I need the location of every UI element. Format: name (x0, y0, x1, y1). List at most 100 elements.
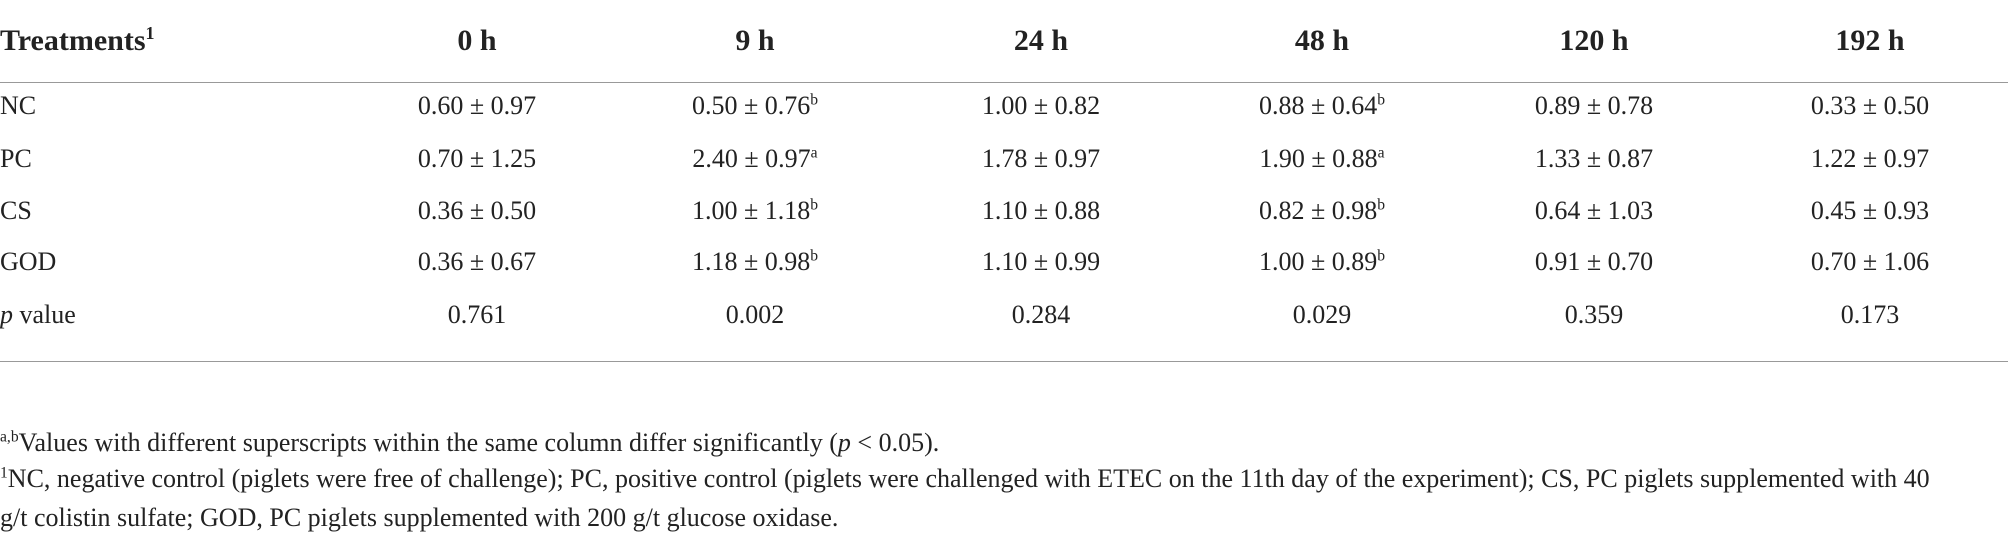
text: 1.00 ± 0.89 (1258, 247, 1378, 276)
table-cell: 1.18 ± 0.98b (692, 247, 818, 277)
text: 1.33 ± 0.87 (1534, 144, 1654, 173)
text: 0.88 ± 0.64 (1258, 91, 1378, 120)
text: 120 h (1559, 24, 1629, 57)
text: 0.36 ± 0.67 (417, 247, 537, 276)
text: value (19, 300, 76, 329)
table-cell: 0.91 ± 0.70 (1535, 247, 1653, 277)
text: PC (0, 144, 32, 173)
table-cell: 1.33 ± 0.87 (1535, 144, 1653, 174)
text: 9 h (735, 24, 775, 57)
text: 0.029 (1292, 300, 1352, 329)
superscript: 1 (0, 464, 8, 482)
text: 0.33 ± 0.50 (1810, 91, 1930, 120)
table-cell: 0.173 (1841, 300, 1900, 330)
italic-text: p (837, 428, 851, 457)
text: 0.60 ± 0.97 (417, 91, 537, 120)
superscript: b (1377, 196, 1386, 214)
text: 1.00 ± 0.82 (981, 91, 1101, 120)
table-cell: 0.761 (448, 300, 507, 330)
table-cell: 1.10 ± 0.99 (982, 247, 1100, 277)
text: 0.359 (1564, 300, 1624, 329)
bottom-rule (0, 361, 2008, 362)
header-cell: Treatments1 (0, 23, 155, 57)
header-rule (0, 82, 2008, 83)
text: 0.173 (1840, 300, 1900, 329)
text: Treatments (0, 24, 146, 57)
table-cell: 0.029 (1293, 300, 1352, 330)
text: 1.90 ± 0.88 (1259, 144, 1378, 173)
text: 0.91 ± 0.70 (1534, 247, 1654, 276)
table-cell: GOD (0, 247, 56, 277)
text: 0.70 ± 1.06 (1810, 247, 1930, 276)
text: GOD (0, 247, 57, 276)
text: NC (0, 91, 37, 120)
header-cell: 48 h (1295, 26, 1349, 56)
superscript: 1 (145, 23, 155, 44)
table-cell: 1.00 ± 1.18b (692, 196, 818, 226)
table-cell: 2.40 ± 0.97a (692, 144, 817, 174)
italic-text: p (0, 300, 13, 329)
table-cell: 0.60 ± 0.97 (418, 91, 536, 121)
text: 0.70 ± 1.25 (417, 144, 537, 173)
footnote: 1NC, negative control (piglets were free… (0, 459, 1950, 537)
text: 192 h (1835, 24, 1905, 57)
footnote: a,bValues with different superscripts wi… (0, 423, 1950, 462)
superscript: b (1377, 91, 1386, 109)
superscript: a,b (0, 428, 19, 446)
table-cell: 0.36 ± 0.50 (418, 196, 536, 226)
table-cell: 0.50 ± 0.76b (692, 91, 818, 121)
text: 0.82 ± 0.98 (1258, 196, 1378, 225)
text: 1.10 ± 0.99 (981, 247, 1101, 276)
text: 0.45 ± 0.93 (1810, 196, 1930, 225)
text: 0.761 (447, 300, 507, 329)
table-cell: NC (0, 91, 36, 121)
superscript: b (810, 91, 819, 109)
text: 0 h (457, 24, 497, 57)
table-cell: 1.90 ± 0.88a (1259, 144, 1384, 174)
text: 1.00 ± 1.18 (691, 196, 811, 225)
table-cell: 0.89 ± 0.78 (1535, 91, 1653, 121)
table-cell: 1.10 ± 0.88 (982, 196, 1100, 226)
table-cell: 0.70 ± 1.25 (418, 144, 536, 174)
text: 0.284 (1011, 300, 1071, 329)
table-cell: 0.36 ± 0.67 (418, 247, 536, 277)
header-cell: 0 h (457, 26, 496, 56)
text: 2.40 ± 0.97 (692, 144, 811, 173)
table-cell: 0.88 ± 0.64b (1259, 91, 1385, 121)
text: 0.64 ± 1.03 (1534, 196, 1654, 225)
text: 1.18 ± 0.98 (691, 247, 811, 276)
text: 0.50 ± 0.76 (691, 91, 811, 120)
table-cell: p value (0, 300, 76, 330)
text: 48 h (1294, 24, 1350, 57)
superscript: a (1377, 144, 1385, 162)
text: 0.89 ± 0.78 (1534, 91, 1654, 120)
header-cell: 24 h (1014, 26, 1068, 56)
text: 1.22 ± 0.97 (1810, 144, 1930, 173)
header-cell: 192 h (1835, 26, 1904, 56)
table-cell: PC (0, 144, 32, 174)
superscript: b (810, 196, 819, 214)
table-cell: 1.00 ± 0.89b (1259, 247, 1385, 277)
text: NC, negative control (piglets were free … (0, 464, 1930, 532)
table-cell: 1.78 ± 0.97 (982, 144, 1100, 174)
table-cell: 0.82 ± 0.98b (1259, 196, 1385, 226)
table-cell: CS (0, 196, 32, 226)
header-cell: 9 h (735, 26, 774, 56)
table-cell: 0.002 (726, 300, 785, 330)
text: Values with different superscripts withi… (18, 428, 838, 457)
text: 1.10 ± 0.88 (981, 196, 1101, 225)
text: 0.002 (725, 300, 785, 329)
text: CS (0, 196, 32, 225)
table-cell: 1.22 ± 0.97 (1811, 144, 1929, 174)
text: 24 h (1013, 24, 1069, 57)
table-cell: 0.359 (1565, 300, 1624, 330)
table-cell: 0.45 ± 0.93 (1811, 196, 1929, 226)
table-cell: 0.64 ± 1.03 (1535, 196, 1653, 226)
header-cell: 120 h (1559, 26, 1628, 56)
superscript: b (810, 247, 819, 265)
superscript: a (810, 144, 818, 162)
superscript: b (1377, 247, 1386, 265)
table-cell: 1.00 ± 0.82 (982, 91, 1100, 121)
table-cell: 0.33 ± 0.50 (1811, 91, 1929, 121)
